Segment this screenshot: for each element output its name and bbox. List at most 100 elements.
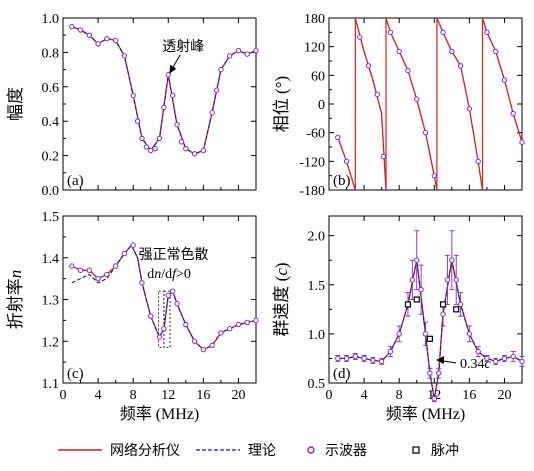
oscilloscope-point [484, 355, 490, 362]
oscilloscope-point [174, 300, 180, 307]
oscilloscope-point [191, 151, 198, 157]
panel-label: (a) [67, 173, 84, 189]
oscilloscope-point [431, 172, 437, 179]
y-tick-label: -120 [299, 155, 325, 170]
y-tick-label: 0.0 [42, 184, 60, 199]
oscilloscope-point [152, 146, 158, 152]
x-tick-label: 4 [95, 388, 102, 403]
oscilloscope-point [335, 134, 341, 141]
oscilloscope-point [134, 118, 141, 124]
oscilloscope-point [335, 355, 341, 362]
theory-curve [71, 26, 257, 155]
oscilloscope-point [156, 334, 163, 340]
y-tick-label: 120 [304, 41, 325, 56]
oscilloscope-point [139, 280, 145, 286]
oscilloscope-point [218, 66, 224, 73]
pulse-point [404, 301, 412, 308]
plot-frame [328, 215, 523, 384]
x-tick-label: 8 [396, 388, 403, 403]
oscilloscope-point [396, 331, 402, 337]
legend-label: 脉冲 [431, 443, 459, 459]
oscilloscope-point [519, 358, 525, 365]
panel-label: (d) [333, 366, 351, 382]
oscilloscope-point [169, 92, 176, 99]
oscilloscope-point [174, 121, 180, 128]
annotation-expr-part: n [154, 267, 161, 282]
oscilloscope-point [361, 355, 367, 362]
y-axis-label-text: 群速度 ( [272, 275, 291, 336]
oscilloscope-point [365, 63, 372, 69]
oscilloscope-point [414, 257, 420, 263]
oscilloscope-point [148, 147, 154, 154]
x-tick-label: 16 [196, 388, 210, 403]
y-axis-label: 相位 (°) [272, 76, 291, 132]
oscilloscope-point [104, 271, 110, 278]
oscilloscope-point [218, 330, 224, 336]
y-tick-label: 0 [318, 98, 325, 113]
annotation-dispersion-expr: dn/df>0 [147, 267, 191, 282]
oscilloscope-point [510, 353, 516, 360]
oscilloscope-point [387, 348, 394, 355]
y-tick-label: 0.4 [42, 115, 60, 130]
pulse-point [426, 335, 433, 342]
y-axis-label-symbol: n [6, 270, 25, 279]
oscilloscope-point [414, 96, 420, 102]
oscilloscope-point [380, 153, 387, 160]
y-tick-label: -60 [306, 127, 325, 142]
oscilloscope-point [396, 48, 402, 55]
annotation-expr-part: /d [161, 267, 172, 282]
oscilloscope-point [343, 355, 350, 362]
oscilloscope-point [235, 47, 242, 54]
x-tick-label: 0 [326, 388, 333, 403]
oscilloscope-point [112, 263, 119, 269]
oscilloscope-point [253, 47, 259, 54]
annotation-transmission-peak: 透射峰 [162, 39, 204, 55]
oscilloscope-point [86, 267, 93, 273]
plot-frame [328, 17, 523, 191]
x-tick-label: 20 [231, 388, 245, 403]
oscilloscope-point [418, 286, 424, 293]
oscilloscope-point [95, 275, 101, 282]
oscilloscope-point [475, 348, 481, 355]
oscilloscope-point [104, 35, 110, 42]
oscilloscope-point [244, 319, 250, 326]
legend-swatch-circle [307, 446, 315, 454]
x-tick-label: 16 [462, 388, 476, 403]
y-tick-label: 1.2 [42, 335, 60, 350]
y-tick-label: 1.1 [42, 377, 60, 392]
oscilloscope-point [484, 29, 490, 36]
annotation-min-velocity-unit: c [485, 357, 492, 372]
annotation-dispersion-title: 强正常色散 [139, 246, 209, 263]
y-tick-label: 1.5 [308, 279, 326, 294]
oscilloscope-point [209, 342, 215, 349]
oscilloscope-point [169, 288, 176, 294]
oscilloscope-point [405, 67, 411, 74]
legend-item: 网络分析仪 [58, 443, 180, 459]
plot-frame [62, 17, 257, 191]
y-tick-label: 0.6 [42, 81, 60, 96]
oscilloscope-point [161, 326, 167, 332]
x-tick-label: 4 [361, 388, 368, 403]
y-tick-label: 1.5 [42, 210, 60, 225]
pulse-point [413, 296, 420, 303]
y-tick-label: 1.0 [42, 12, 60, 27]
x-tick-label: 8 [130, 388, 137, 403]
legend-label: 网络分析仪 [110, 443, 180, 459]
oscilloscope-point [475, 158, 481, 165]
annotation-expr-part: f [172, 267, 178, 282]
oscilloscope-point [253, 317, 259, 324]
oscilloscope-point [422, 129, 429, 136]
oscilloscope-point [244, 51, 250, 57]
y-axis-label-text: 幅度 [6, 87, 25, 121]
oscilloscope-point [191, 338, 198, 344]
oscilloscope-point [161, 104, 167, 111]
oscilloscope-point [86, 32, 93, 38]
legend-label: 示波器 [325, 443, 367, 459]
annotation-arrowhead [169, 64, 177, 74]
oscilloscope-point [148, 313, 154, 319]
y-axis-label-text: 折射率 [6, 278, 25, 329]
oscilloscope-point [139, 135, 145, 142]
y-axis-label-text: 相位 (°) [272, 76, 291, 132]
oscilloscope-point [457, 63, 464, 69]
oscilloscope-point [501, 355, 508, 362]
